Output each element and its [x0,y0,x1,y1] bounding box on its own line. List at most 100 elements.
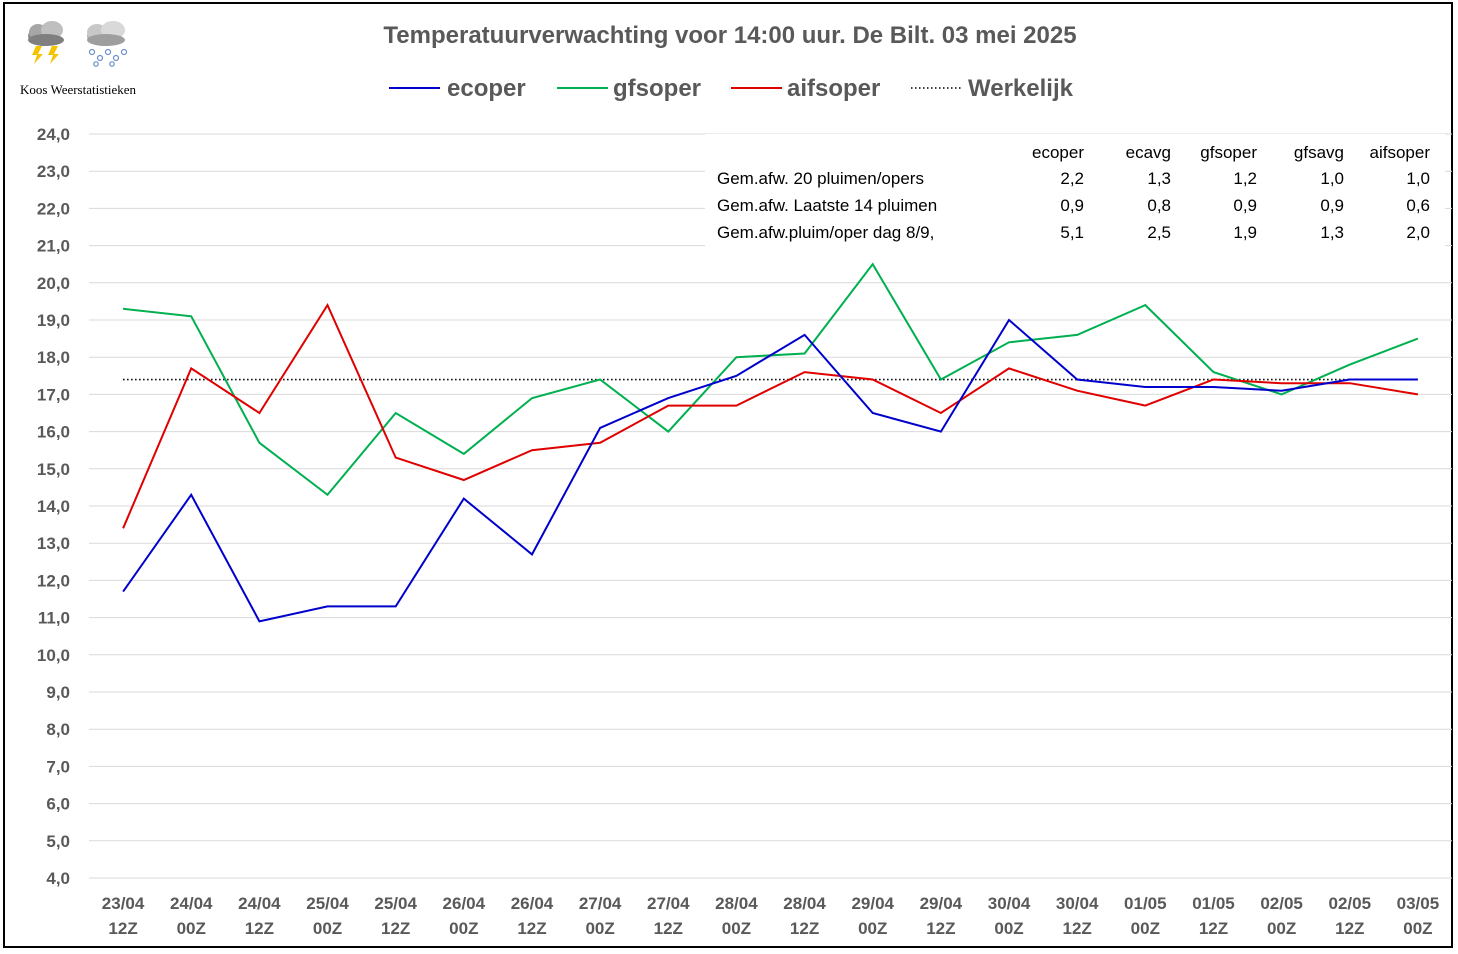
x-tick-label-date: 02/05 [1260,894,1303,913]
stats-cell: 0,6 [1406,196,1430,215]
x-tick-label-run: 00Z [722,919,751,938]
y-tick-label: 6,0 [46,795,70,814]
stats-cell: 5,1 [1060,223,1084,242]
y-tick-label: 16,0 [37,423,70,442]
series-line-aifsoper [122,302,1419,529]
x-tick-label-date: 26/04 [443,894,486,913]
y-tick-label: 11,0 [38,609,70,628]
y-tick-label: 18,0 [37,348,70,367]
x-tick-label-date: 29/04 [920,894,963,913]
x-tick-label-run: 12Z [108,919,137,938]
legend-label-aifsoper: aifsoper [787,75,880,102]
stats-cell: 0,9 [1060,196,1084,215]
stats-cell: 0,9 [1320,196,1344,215]
y-tick-label: 12,0 [37,571,70,590]
y-tick-label: 9,0 [46,683,70,702]
y-tick-label: 10,0 [37,646,70,665]
x-tick-label-run: 00Z [313,919,342,938]
y-tick-label: 7,0 [46,757,70,776]
stats-cell: 2,5 [1147,223,1171,242]
stats-cell: 1,0 [1406,169,1430,188]
x-tick-label-date: 23/04 [102,894,145,913]
legend-label-werkelijk: Werkelijk [968,75,1074,102]
stats-cell: 1,0 [1320,169,1344,188]
x-tick-label-run: 00Z [1403,919,1432,938]
x-tick-label-run: 00Z [177,919,206,938]
y-tick-label: 21,0 [37,237,70,256]
x-tick-label-run: 12Z [245,919,274,938]
thunderstorm-cloud-icon [28,21,64,64]
series-lines [122,262,1419,623]
x-tick-label-run: 12Z [790,919,819,938]
legend: ecoper gfsoper aifsoper Werkelijk [389,75,1074,102]
stats-cell: 1,2 [1233,169,1257,188]
x-tick-label-run: 12Z [1199,919,1228,938]
x-tick-label-date: 01/05 [1124,894,1167,913]
x-tick-label-date: 25/04 [306,894,349,913]
x-tick-label-run: 12Z [926,919,955,938]
gridlines [89,133,1452,879]
x-tick-label-run: 00Z [994,919,1023,938]
brand-name: Koos Weerstatistieken [20,82,137,97]
y-tick-label: 15,0 [37,460,70,479]
x-tick-label-date: 27/04 [647,894,690,913]
x-tick-label-run: 12Z [517,919,546,938]
stats-cell: 1,3 [1147,169,1171,188]
chart-title: Temperatuurverwachting voor 14:00 uur. D… [383,22,1076,49]
y-tick-label: 23,0 [37,162,70,181]
x-tick-label-date: 28/04 [783,894,826,913]
stats-row-label: Gem.afw.pluim/oper dag 8/9, [717,223,934,242]
x-tick-label-run: 12Z [654,919,683,938]
stats-cell: 0,8 [1147,196,1171,215]
x-tick-label-run: 00Z [1267,919,1296,938]
y-tick-label: 19,0 [37,311,70,330]
stats-header: ecavg [1126,143,1171,162]
stats-header: gfsoper [1200,143,1257,162]
x-tick-label-date: 27/04 [579,894,622,913]
y-tick-label: 14,0 [37,497,70,516]
stats-header: ecoper [1032,143,1084,162]
stats-table-background [705,134,1445,252]
stats-cell: 1,3 [1320,223,1344,242]
stats-cell: 2,0 [1406,223,1430,242]
stats-cell: 0,9 [1233,196,1257,215]
y-axis-ticks: 4,0 5,0 6,0 7,0 8,0 9,0 10,0 11,0 12,0 13,0 14,0 15… [37,125,70,888]
stats-row-label: Gem.afw. 20 pluimen/opers [717,169,924,188]
x-tick-label-date: 01/05 [1192,894,1235,913]
y-tick-label: 5,0 [46,832,70,851]
series-line-ecoper [122,318,1418,623]
x-tick-label-run: 12Z [1063,919,1092,938]
x-tick-label-run: 00Z [1131,919,1160,938]
x-tick-label-run: 00Z [449,919,478,938]
stats-cell: 2,2 [1060,169,1084,188]
x-tick-label-date: 24/04 [170,894,213,913]
x-tick-label-date: 30/04 [1056,894,1099,913]
x-axis-ticks: 23/04 12Z 24/04 00Z 24/04 12Z 25/04 00Z 25/04 12Z… [102,894,1439,938]
stats-header: gfsavg [1294,143,1344,162]
y-tick-label: 17,0 [37,385,70,404]
legend-label-gfsoper: gfsoper [613,75,701,102]
x-tick-label-date: 25/04 [374,894,417,913]
y-tick-label: 24,0 [37,125,70,144]
y-tick-label: 20,0 [37,274,70,293]
x-tick-label-run: 00Z [858,919,887,938]
x-tick-label-run: 00Z [585,919,614,938]
x-tick-label-run: 12Z [1335,919,1364,938]
stats-table: ecoper ecavg gfsoper gfsavg aifsoper Gem.afw.… [717,143,1430,242]
y-tick-label: 22,0 [37,199,70,218]
y-tick-label: 13,0 [37,534,70,553]
x-tick-label-run: 12Z [381,919,410,938]
snow-cloud-icon [87,21,128,67]
x-tick-label-date: 24/04 [238,894,281,913]
y-tick-label: 4,0 [46,869,70,888]
x-tick-label-date: 02/05 [1329,894,1372,913]
x-tick-label-date: 03/05 [1397,894,1440,913]
stats-row-label: Gem.afw. Laatste 14 pluimen [717,196,937,215]
stats-cell: 1,9 [1233,223,1257,242]
y-tick-label: 8,0 [46,720,70,739]
x-tick-label-date: 26/04 [511,894,554,913]
x-tick-label-date: 30/04 [988,894,1031,913]
x-tick-label-date: 29/04 [851,894,894,913]
legend-label-ecoper: ecoper [447,75,526,102]
